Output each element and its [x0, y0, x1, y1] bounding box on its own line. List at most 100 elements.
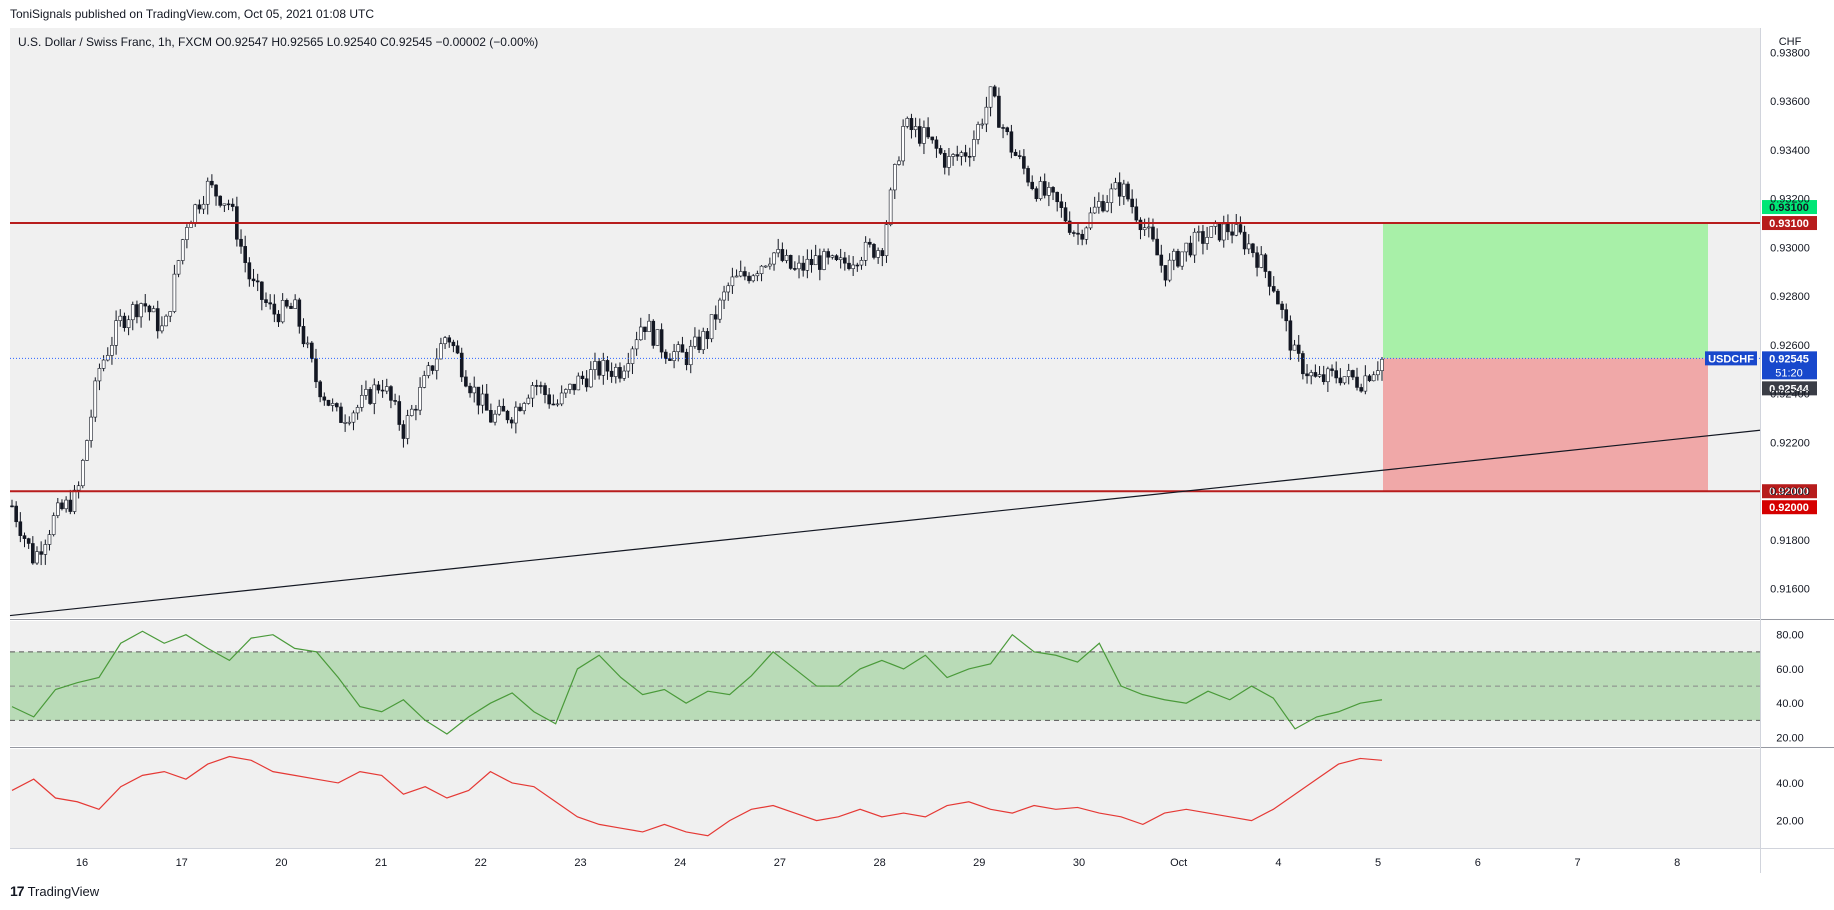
candle-body	[813, 255, 818, 266]
candle-body	[1163, 265, 1168, 281]
candle-body	[18, 521, 23, 536]
candle-body	[1167, 259, 1172, 281]
candle-body	[843, 257, 847, 264]
candle-body	[72, 489, 77, 512]
candle-body	[763, 265, 768, 268]
candle-body	[326, 399, 331, 406]
candle-body	[638, 326, 643, 341]
rsi-axis: 80.00 60.00 40.00 20.00	[1776, 630, 1804, 745]
candle-body	[218, 195, 223, 206]
price-tick-label: 0.91600	[1770, 584, 1810, 596]
candle-body	[1271, 286, 1276, 292]
candle-body	[368, 389, 372, 404]
support-tag: 0.92000	[1762, 484, 1817, 499]
candle-body	[1242, 231, 1247, 250]
candle-body	[1217, 222, 1222, 241]
candle-body	[355, 407, 360, 414]
time-axis[interactable]: 16 17 20 21 22 23 24 27 28 29 30 Oct 4 5 6 7 8	[76, 857, 1680, 869]
candle-body	[255, 280, 260, 283]
candle-body	[718, 299, 722, 320]
trend-line[interactable]	[9, 429, 1761, 617]
time-tick-label: 29	[973, 857, 985, 869]
candle-body	[734, 275, 739, 278]
candle-body	[613, 367, 618, 377]
candle-body	[1030, 181, 1035, 189]
candle-body	[1134, 206, 1139, 221]
candle-body	[135, 304, 139, 318]
candle-body	[597, 361, 601, 376]
svg-text:0.92544: 0.92544	[1769, 383, 1810, 395]
candle-body	[372, 384, 377, 404]
candle-body	[397, 401, 402, 425]
candle-body	[160, 325, 164, 332]
candle-body	[64, 499, 68, 510]
candle-body	[22, 535, 27, 539]
candle-body	[1122, 183, 1126, 197]
candle-body	[1155, 238, 1159, 256]
candle-body	[239, 238, 243, 247]
candle-body	[1326, 368, 1330, 383]
candle-body	[1292, 344, 1297, 351]
candle-body	[726, 285, 731, 293]
candle-body	[530, 385, 535, 399]
candle-body	[122, 315, 127, 328]
candle-body	[543, 385, 547, 396]
candle-body	[630, 348, 635, 364]
candle-body	[880, 250, 885, 257]
candle-body	[701, 331, 706, 351]
candle-body	[1059, 201, 1064, 208]
tradingview-brand[interactable]: 17 TradingView	[10, 883, 99, 899]
candle-body	[1342, 376, 1347, 384]
oscillator-pane[interactable]	[10, 749, 1760, 848]
svg-text:0.92000: 0.92000	[1769, 502, 1809, 514]
candle-body	[1013, 151, 1018, 156]
candle-body	[622, 370, 626, 379]
candle-body	[580, 375, 585, 380]
candle-body	[10, 505, 14, 508]
candle-body	[1330, 368, 1334, 371]
candle-body	[1142, 227, 1147, 231]
candle-body	[105, 355, 110, 361]
candle-body	[830, 255, 835, 258]
svg-text:0.92000: 0.92000	[1769, 486, 1809, 498]
candle-body	[984, 106, 989, 125]
candle-body	[801, 262, 805, 271]
candle-body	[730, 276, 735, 287]
candle-body	[193, 204, 198, 223]
candle-body	[1317, 374, 1322, 377]
countdown: 51:20	[1775, 367, 1803, 379]
candle-body	[759, 265, 764, 275]
candle-body	[430, 365, 435, 371]
candle-body	[418, 387, 422, 411]
candle-body	[697, 336, 701, 351]
candle-body	[1238, 224, 1243, 233]
candles	[10, 84, 1384, 566]
candle-body	[1188, 242, 1193, 256]
candle-body	[443, 337, 447, 345]
candle-body	[688, 345, 693, 366]
price-tick-label: 0.93600	[1770, 96, 1810, 108]
candle-body	[805, 258, 810, 271]
candle-body	[1130, 198, 1134, 208]
candle-body	[672, 351, 676, 361]
candle-body	[226, 203, 231, 206]
candle-body	[738, 271, 743, 277]
candle-body	[310, 342, 314, 360]
candle-body	[676, 344, 681, 352]
candle-body	[1067, 220, 1072, 233]
candle-body	[126, 319, 131, 328]
candle-body	[797, 262, 801, 270]
price-tick-label: 0.92600	[1770, 340, 1810, 352]
candle-body	[1159, 254, 1164, 266]
take-profit-zone[interactable]	[1383, 223, 1708, 359]
candle-body	[1147, 226, 1151, 229]
candle-body	[1109, 188, 1114, 203]
candle-body	[788, 255, 793, 269]
price-axis[interactable]: 0.93800 0.93600 0.93400 0.93200 0.93000 0.928…	[1770, 47, 1810, 595]
candle-body	[1005, 127, 1010, 133]
stop-loss-zone[interactable]	[1383, 358, 1708, 492]
candle-body	[272, 303, 277, 315]
candle-body	[992, 86, 997, 97]
candle-body	[1017, 155, 1022, 157]
